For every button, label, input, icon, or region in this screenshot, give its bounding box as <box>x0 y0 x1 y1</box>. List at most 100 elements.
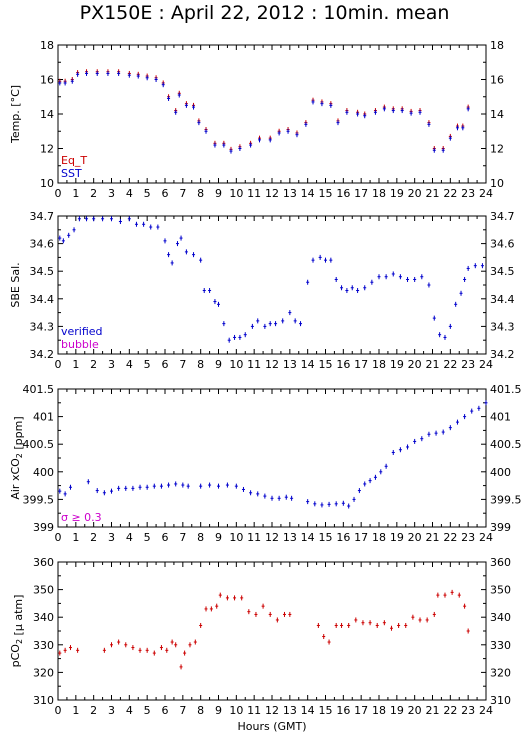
x-tick-label: 2 <box>90 704 97 717</box>
y-tick-label: 320 <box>33 666 54 679</box>
x-axis-label: Hours (GMT) <box>237 720 306 733</box>
y-tick-label: 34.4 <box>30 293 55 306</box>
x-tick-label: 24 <box>479 531 493 544</box>
y-tick-label: 14 <box>40 108 54 121</box>
legend-entry: σ ≥ 0.3 <box>61 511 102 524</box>
x-tick-label: 24 <box>479 187 493 200</box>
plot-frame <box>57 388 487 528</box>
x-tick-label: 21 <box>426 187 440 200</box>
x-tick-label: 19 <box>390 704 404 717</box>
y-tick-label: 400.5 <box>23 438 55 451</box>
y-axis-label: Temp. [°C] <box>9 85 22 144</box>
x-tick-label: 11 <box>247 704 261 717</box>
x-tick-label: 18 <box>372 187 386 200</box>
x-tick-label: 9 <box>215 358 222 371</box>
x-tick-label: 2 <box>90 187 97 200</box>
x-tick-label: 8 <box>197 187 204 200</box>
x-tick-label: 9 <box>215 531 222 544</box>
y-tick-label: 12 <box>40 143 54 156</box>
y-tick-label: 34.3 <box>490 320 515 333</box>
y-tick-label: 400 <box>33 466 54 479</box>
x-tick-label: 13 <box>283 704 297 717</box>
x-tick-label: 12 <box>265 704 279 717</box>
y-tick-label: 34.7 <box>30 210 55 223</box>
x-tick-label: 3 <box>108 187 115 200</box>
x-tick-label: 12 <box>265 531 279 544</box>
page-title: PX150E : April 22, 2012 : 10min. mean <box>79 2 450 24</box>
y-tick-label: 401 <box>33 411 54 424</box>
x-tick-label: 12 <box>265 187 279 200</box>
y-tick-label: 350 <box>490 584 511 597</box>
x-tick-label: 2 <box>90 531 97 544</box>
x-tick-label: 18 <box>372 704 386 717</box>
y-tick-label: 34.5 <box>30 265 55 278</box>
x-tick-label: 18 <box>372 358 386 371</box>
x-tick-label: 13 <box>283 187 297 200</box>
x-tick-label: 23 <box>461 358 475 371</box>
x-tick-label: 23 <box>461 704 475 717</box>
x-tick-label: 13 <box>283 531 297 544</box>
x-tick-label: 21 <box>426 704 440 717</box>
x-tick-label: 0 <box>55 704 62 717</box>
x-tick-label: 24 <box>479 704 493 717</box>
x-tick-label: 17 <box>354 187 368 200</box>
x-tick-label: 2 <box>90 358 97 371</box>
x-tick-label: 5 <box>144 531 151 544</box>
x-tick-label: 4 <box>126 187 133 200</box>
x-tick-label: 14 <box>301 187 315 200</box>
y-tick-label: 399.5 <box>490 493 522 506</box>
y-tick-label: 340 <box>490 611 511 624</box>
x-tick-label: 13 <box>283 358 297 371</box>
x-tick-label: 9 <box>215 704 222 717</box>
x-tick-label: 4 <box>126 531 133 544</box>
y-tick-label: 340 <box>33 611 54 624</box>
x-tick-label: 11 <box>247 531 261 544</box>
y-tick-label: 14 <box>490 108 504 121</box>
y-tick-label: 16 <box>490 74 504 87</box>
x-tick-label: 8 <box>197 531 204 544</box>
x-tick-label: 15 <box>319 531 333 544</box>
x-tick-label: 3 <box>108 531 115 544</box>
y-tick-label: 330 <box>490 639 511 652</box>
y-tick-label: 12 <box>490 143 504 156</box>
x-tick-label: 1 <box>72 704 79 717</box>
x-tick-label: 18 <box>372 531 386 544</box>
y-tick-label: 399.5 <box>23 493 55 506</box>
x-tick-label: 12 <box>265 358 279 371</box>
y-tick-label: 310 <box>490 694 511 707</box>
x-tick-label: 9 <box>215 187 222 200</box>
x-tick-label: 8 <box>197 704 204 717</box>
x-tick-label: 17 <box>354 704 368 717</box>
plot-frame <box>57 215 487 355</box>
x-tick-label: 10 <box>229 531 243 544</box>
y-tick-label: 400 <box>490 466 511 479</box>
y-tick-label: 34.6 <box>490 238 515 251</box>
y-tick-label: 360 <box>490 556 511 569</box>
x-tick-label: 1 <box>72 531 79 544</box>
y-tick-label: 18 <box>40 39 54 52</box>
x-tick-label: 24 <box>479 358 493 371</box>
x-tick-label: 10 <box>229 704 243 717</box>
y-tick-label: 350 <box>33 584 54 597</box>
x-tick-label: 11 <box>247 358 261 371</box>
x-tick-label: 7 <box>179 704 186 717</box>
y-tick-label: 34.4 <box>490 293 515 306</box>
y-tick-label: 16 <box>40 74 54 87</box>
y-axis-label: Air xCO2 [ppm] <box>9 416 25 499</box>
x-tick-label: 0 <box>55 358 62 371</box>
x-tick-label: 19 <box>390 187 404 200</box>
y-axis-label: SBE Sal. <box>9 262 22 307</box>
y-tick-label: 34.7 <box>490 210 515 223</box>
x-tick-label: 8 <box>197 358 204 371</box>
x-tick-label: 19 <box>390 358 404 371</box>
x-tick-label: 6 <box>162 704 169 717</box>
x-tick-label: 21 <box>426 531 440 544</box>
x-tick-label: 16 <box>336 187 350 200</box>
y-tick-label: 34.3 <box>30 320 55 333</box>
x-tick-label: 16 <box>336 358 350 371</box>
x-tick-label: 15 <box>319 704 333 717</box>
y-tick-label: 10 <box>40 177 54 190</box>
y-axis-label: pCO2 [μ atm] <box>9 595 25 668</box>
y-tick-label: 330 <box>33 639 54 652</box>
